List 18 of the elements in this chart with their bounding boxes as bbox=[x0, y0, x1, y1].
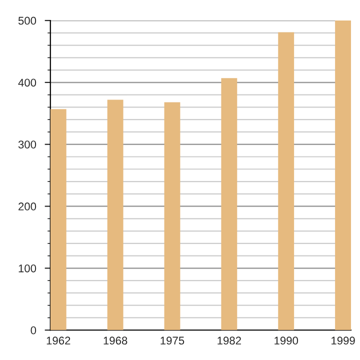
x-tick-label: 1990 bbox=[274, 336, 298, 345]
bar bbox=[335, 20, 351, 330]
x-tick-label: 1968 bbox=[104, 336, 128, 345]
y-tick-label: 500 bbox=[18, 16, 36, 25]
bar bbox=[278, 32, 294, 330]
y-tick-label: 400 bbox=[18, 78, 36, 87]
bar bbox=[107, 100, 124, 330]
x-tick-label: 1975 bbox=[160, 336, 184, 345]
bar bbox=[164, 102, 180, 330]
bar bbox=[221, 78, 238, 330]
x-tick-label: 1982 bbox=[218, 336, 241, 345]
bar bbox=[50, 109, 66, 330]
y-tick-label: 100 bbox=[18, 264, 36, 272]
x-tick-label: 1999 bbox=[332, 336, 355, 345]
x-tick-label: 1962 bbox=[46, 336, 70, 345]
y-tick-label: 0 bbox=[30, 326, 36, 334]
y-tick-label: 200 bbox=[18, 202, 36, 210]
y-tick-label: 300 bbox=[18, 140, 36, 148]
